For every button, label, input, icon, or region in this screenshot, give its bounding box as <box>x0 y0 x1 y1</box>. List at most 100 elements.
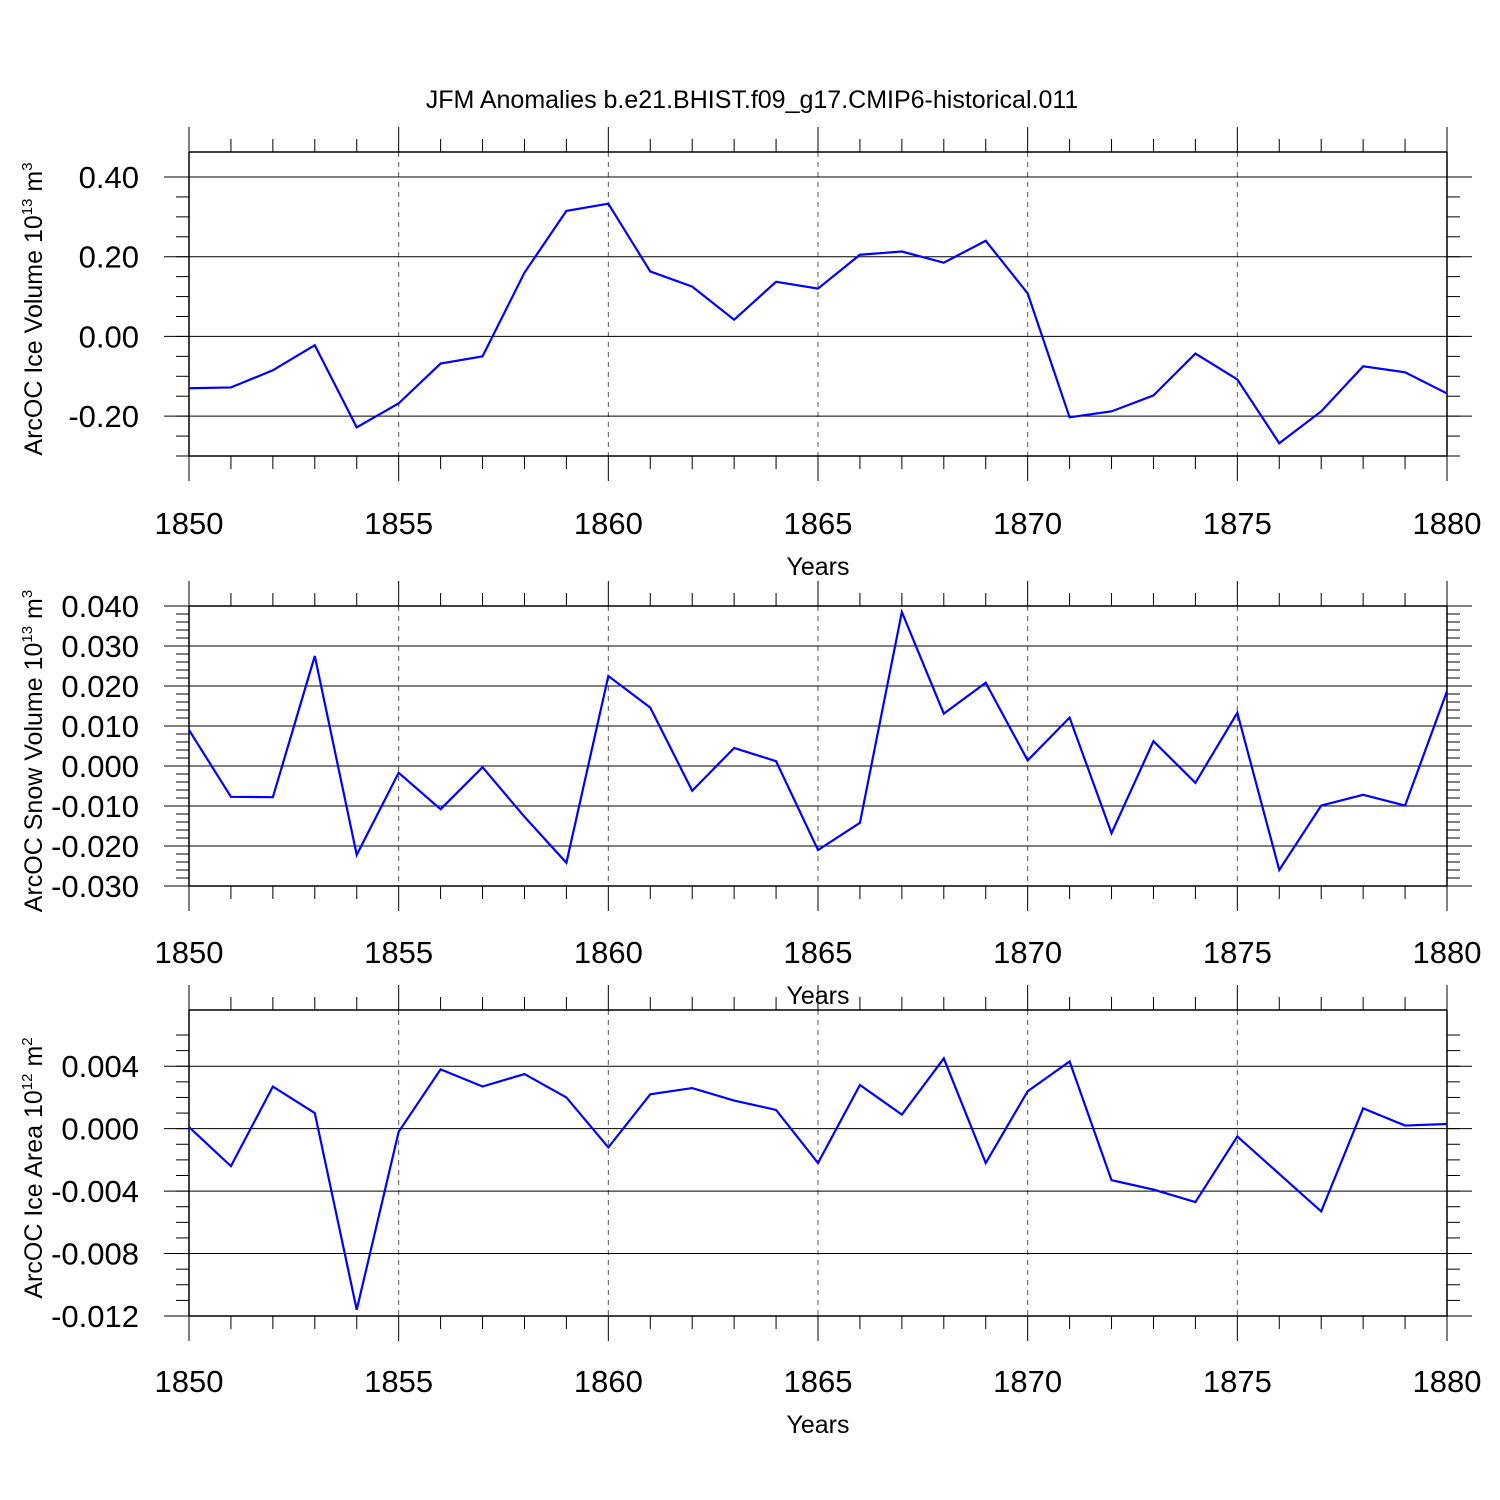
data-point <box>1194 353 1196 355</box>
y-axis-label: ArcOC Ice Area 1012 m2 <box>19 1037 48 1298</box>
data-point <box>230 386 232 388</box>
x-tick-label: 1855 <box>364 506 433 541</box>
data-point <box>1404 371 1406 373</box>
data-point <box>817 288 819 290</box>
data-point <box>440 1068 442 1070</box>
data-point <box>1236 378 1238 380</box>
x-tick-label: 1875 <box>1203 1364 1272 1399</box>
data-point <box>272 369 274 371</box>
data-point <box>440 363 442 365</box>
y-tick-label: 0.40 <box>79 160 139 195</box>
data-point <box>607 1146 609 1148</box>
data-point <box>1320 1210 1322 1212</box>
y-axis-label: ArcOC Snow Volume 1013 m3 <box>19 590 48 912</box>
data-point <box>272 1086 274 1088</box>
data-point <box>901 1114 903 1116</box>
data-point <box>1111 1179 1113 1181</box>
data-point <box>1027 292 1029 294</box>
data-point <box>775 281 777 283</box>
x-axis-label: Years <box>786 553 849 581</box>
data-point <box>733 1100 735 1102</box>
data-point <box>440 808 442 810</box>
data-point <box>985 682 987 684</box>
y-tick-label: 0.004 <box>61 1049 139 1084</box>
y-tick-label: -0.010 <box>51 789 139 824</box>
x-tick-label: 1860 <box>574 935 643 970</box>
data-point <box>523 272 525 274</box>
data-point <box>1362 1107 1364 1109</box>
data-point <box>1446 690 1448 692</box>
data-point <box>775 1109 777 1111</box>
data-point <box>523 1073 525 1075</box>
y-tick-label: -0.020 <box>51 829 139 864</box>
data-point <box>985 1162 987 1164</box>
data-point <box>356 426 358 428</box>
data-point <box>859 822 861 824</box>
data-point <box>733 747 735 749</box>
data-point <box>230 796 232 798</box>
series-line <box>188 202 1448 445</box>
data-point <box>1404 1125 1406 1127</box>
y-tick-label: 0.040 <box>61 589 139 624</box>
data-point <box>1236 1135 1238 1137</box>
x-axis-label: Years <box>786 1411 849 1439</box>
data-point <box>482 355 484 357</box>
data-point <box>607 203 609 205</box>
data-point <box>356 854 358 856</box>
x-tick-label: 1870 <box>993 935 1062 970</box>
x-tick-label: 1865 <box>784 506 853 541</box>
data-point <box>1111 832 1113 834</box>
y-tick-label: 0.010 <box>61 709 139 744</box>
data-point <box>523 816 525 818</box>
data-point <box>859 1084 861 1086</box>
x-tick-label: 1865 <box>784 935 853 970</box>
data-point <box>1362 365 1364 367</box>
data-point <box>1069 717 1071 719</box>
data-point <box>691 790 693 792</box>
data-point <box>943 713 945 715</box>
y-tick-label: -0.030 <box>51 869 139 904</box>
data-point <box>1236 712 1238 714</box>
data-point <box>1069 1061 1071 1063</box>
data-point <box>733 319 735 321</box>
x-tick-label: 1860 <box>574 1364 643 1399</box>
data-point <box>398 402 400 404</box>
data-point <box>1152 1189 1154 1191</box>
data-point <box>1446 1123 1448 1125</box>
x-tick-label: 1850 <box>155 935 224 970</box>
data-point <box>943 262 945 264</box>
y-tick-label: 0.030 <box>61 629 139 664</box>
x-tick-label: 1855 <box>364 935 433 970</box>
y-tick-label: 0.00 <box>79 319 139 354</box>
x-tick-label: 1880 <box>1413 935 1482 970</box>
chart-panel-1: 1850 1855 1860 1865 1870 1875 1880 -0.20 0.00 0.2… <box>19 127 1481 581</box>
y-tick-label: -0.004 <box>51 1174 139 1209</box>
data-point <box>607 675 609 677</box>
chart-panel-2: 1850 1855 1860 1865 1870 1875 1880 -0.030 -0.020… <box>19 581 1481 1010</box>
x-tick-label: 1870 <box>993 506 1062 541</box>
data-point <box>272 796 274 798</box>
data-point <box>398 1131 400 1133</box>
data-point <box>1278 1173 1280 1175</box>
data-point <box>188 1126 190 1128</box>
data-point <box>985 240 987 242</box>
x-tick-label: 1875 <box>1203 506 1272 541</box>
x-tick-label: 1855 <box>364 1364 433 1399</box>
y-tick-label: 0.000 <box>61 749 139 784</box>
data-point <box>1446 392 1448 394</box>
y-tick-label: 0.020 <box>61 669 139 704</box>
x-tick-label: 1880 <box>1413 1364 1482 1399</box>
data-point <box>1194 1201 1196 1203</box>
data-point <box>565 210 567 212</box>
data-point <box>901 251 903 253</box>
x-tick-label: 1860 <box>574 506 643 541</box>
data-point <box>314 344 316 346</box>
data-point <box>1278 869 1280 871</box>
data-point <box>775 760 777 762</box>
x-tick-label: 1865 <box>784 1364 853 1399</box>
y-axis-label: ArcOC Ice Volume 1013 m3 <box>19 162 48 455</box>
data-point <box>482 766 484 768</box>
data-point <box>817 1162 819 1164</box>
data-point <box>1320 410 1322 412</box>
